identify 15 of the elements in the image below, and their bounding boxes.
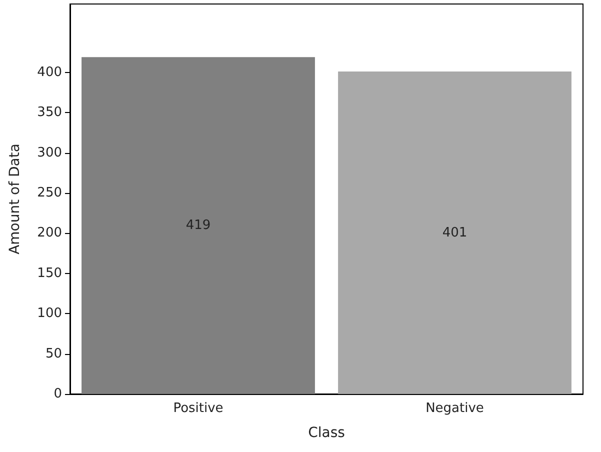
data-label: 401 (442, 225, 468, 240)
y-tick-label: 200 (37, 226, 62, 241)
y-tick-label: 300 (37, 145, 62, 160)
data-label: 419 (186, 218, 211, 234)
y-tick-label: 150 (37, 266, 62, 281)
y-tick-label: 400 (37, 64, 62, 80)
y-tick-label: 250 (37, 185, 62, 200)
y-tick-label: 350 (37, 105, 62, 120)
y-tick-label: 50 (45, 346, 62, 362)
y-axis-title: Amount of Data (7, 144, 23, 254)
y-tick-label: 0 (54, 386, 62, 402)
x-axis-title: Class (308, 425, 345, 441)
x-tick-label: Negative (426, 401, 484, 416)
x-tick-label: Positive (173, 401, 224, 416)
y-tick-label: 100 (37, 306, 62, 322)
